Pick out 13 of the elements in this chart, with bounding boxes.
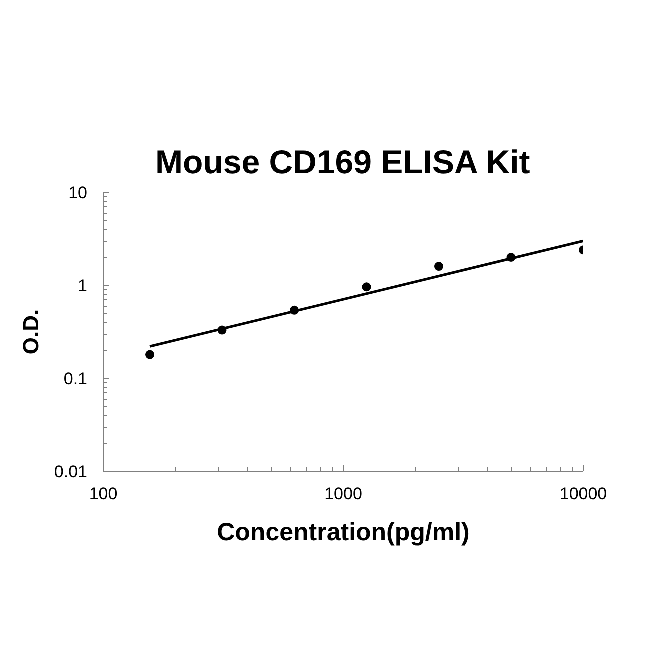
x-tick-label: 1000: [324, 484, 362, 504]
x-tick-label: 100: [89, 484, 118, 504]
point: [434, 262, 444, 272]
chart-title: Mouse CD169 ELISA Kit: [156, 144, 530, 180]
x-tick-label: 10000: [560, 484, 608, 504]
x-axis-title: Concentration(pg/ml): [217, 518, 470, 546]
point: [362, 282, 372, 292]
point: [146, 350, 155, 360]
y-tick-label: 0.01: [54, 462, 88, 482]
y-tick-label: 10: [68, 184, 88, 202]
y-tick-label: 1: [78, 276, 88, 296]
y-tick-label: 0.1: [64, 370, 88, 388]
y-axis-title: O.D.: [18, 309, 44, 355]
